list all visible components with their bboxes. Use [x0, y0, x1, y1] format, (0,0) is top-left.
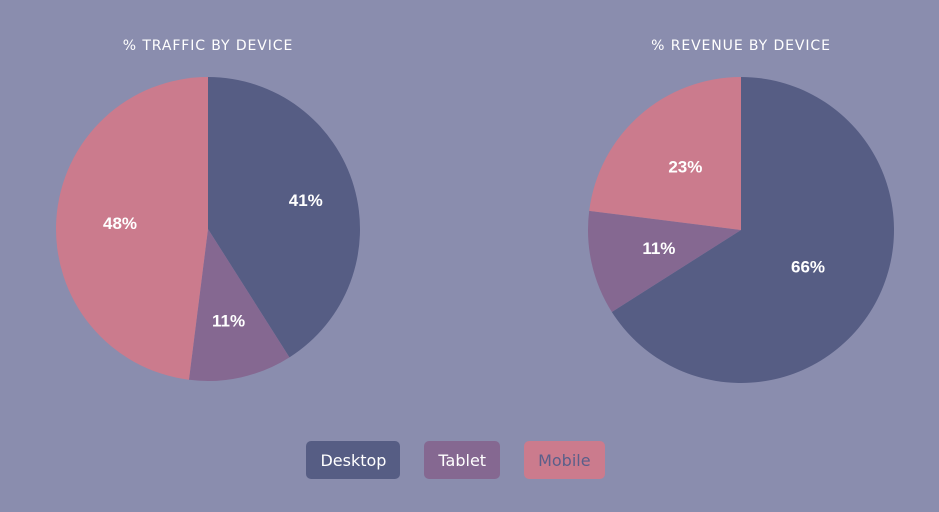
traffic-chart-title: % TRAFFIC BY DEVICE — [122, 38, 294, 54]
traffic-slice-desktop[interactable] — [208, 77, 360, 358]
legend-mobile[interactable]: Mobile — [524, 441, 605, 479]
revenue-slice-desktop[interactable] — [611, 77, 894, 383]
revenue-chart-title: % REVENUE BY DEVICE — [651, 38, 831, 54]
legend-tablet[interactable]: Tablet — [424, 441, 501, 479]
traffic-pie-chart: % TRAFFIC BY DEVICE 41% 11% 48% — [8, 0, 408, 400]
revenue-slice-tablet[interactable] — [588, 210, 741, 312]
revenue-slice-mobile[interactable] — [589, 77, 741, 230]
legend: Desktop Tablet Mobile — [0, 441, 911, 479]
revenue-pie-chart: % REVENUE BY DEVICE 66% 11% 23% — [541, 0, 939, 400]
legend-desktop[interactable]: Desktop — [306, 441, 401, 479]
revenue-label-mobile: 23% — [668, 157, 702, 176]
traffic-pie-svg: 41% 11% 48% — [56, 77, 360, 381]
traffic-slice-mobile[interactable] — [56, 77, 208, 380]
traffic-label-desktop: 41% — [289, 191, 323, 210]
traffic-label-mobile: 48% — [103, 214, 137, 233]
revenue-label-tablet: 11% — [642, 239, 675, 258]
traffic-slice-tablet[interactable] — [188, 229, 290, 381]
traffic-label-tablet: 11% — [212, 311, 245, 330]
revenue-label-desktop: 66% — [791, 257, 825, 276]
revenue-pie-svg: 66% 11% 23% — [588, 77, 894, 383]
